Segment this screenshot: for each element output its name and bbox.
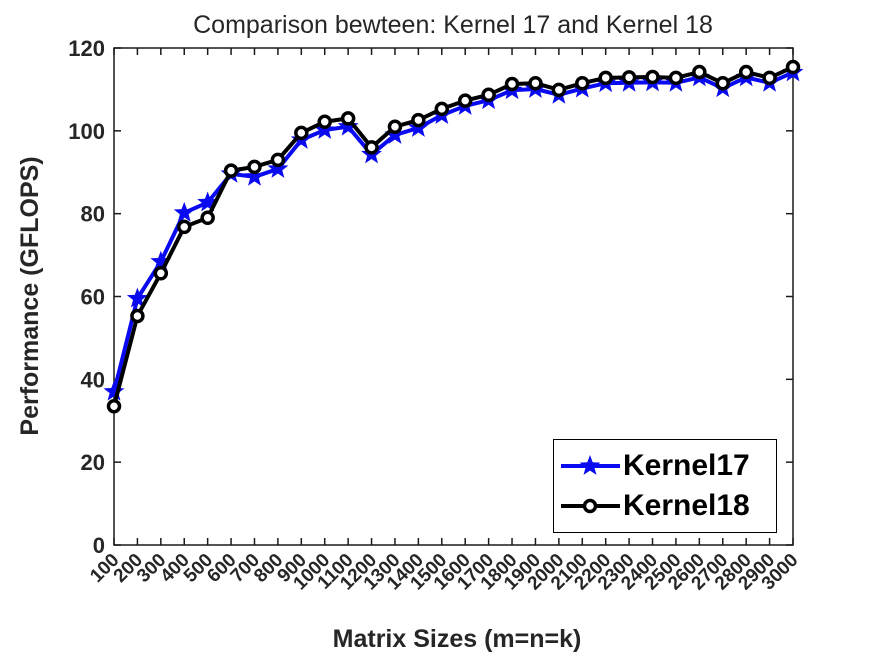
star-icon (579, 454, 601, 475)
kernel17-legend-label: Kernel17 (623, 448, 750, 482)
kernel18-circle-marker (387, 119, 403, 134)
y-tick-label: 80 (81, 202, 105, 227)
kernel17-star-marker (150, 250, 172, 271)
kernel18-circle-marker (645, 69, 660, 85)
kernel18-circle-marker (364, 140, 379, 155)
kernel18-circle-marker (294, 125, 309, 141)
kernel18-line (112, 65, 795, 409)
kernel18-circle-marker (504, 76, 520, 92)
kernel18-circle-marker (457, 93, 473, 108)
kernel18-circle-marker (738, 64, 754, 80)
kernel18-circle-marker (106, 399, 122, 414)
kernel18-circle-marker (621, 70, 637, 85)
y-tick-label: 0 (93, 533, 105, 558)
kernel18-circle-marker (434, 101, 450, 117)
plot-area: 1002003004005006007008009001000110012001… (68, 36, 804, 594)
x-axis-label: Matrix Sizes (m=n=k) (333, 625, 582, 653)
kernel18-circle-marker (153, 266, 169, 281)
y-tick-label: 20 (81, 450, 105, 475)
kernel18-circle-marker (785, 59, 801, 75)
kernel17-star-marker (173, 201, 195, 222)
kernel18-circle-marker (200, 210, 215, 226)
y-tick-label: 100 (68, 119, 105, 144)
kernel18-circle-marker (762, 70, 777, 86)
kernel17-line (112, 70, 795, 394)
kernel18-legend-line-sample (561, 499, 620, 514)
chart-title: Comparison bewteen: Kernel 17 and Kernel… (193, 11, 713, 39)
kernel18-circle-marker (715, 75, 731, 91)
kernel18-circle-marker (551, 82, 567, 98)
kernel18-circle-marker (270, 152, 286, 168)
kernel17-star-marker (126, 287, 148, 308)
kernel17-star-marker (244, 165, 265, 186)
kernel17-star-marker (267, 157, 289, 178)
kernel18-circle-marker (598, 70, 613, 86)
kernel18-circle-marker (340, 111, 356, 126)
kernel18-legend-label: Kernel18 (623, 489, 750, 523)
kernel17-star-marker (103, 380, 125, 401)
kernel18-circle-marker (176, 219, 192, 235)
kernel18-circle-marker (130, 308, 145, 324)
legend-item-kernel17: Kernel17 (554, 448, 776, 482)
kernel18-circle-marker (692, 64, 707, 80)
legend-item-kernel18: Kernel18 (554, 491, 776, 521)
kernel18-circle-marker (668, 70, 684, 86)
y-tick-label: 60 (81, 285, 105, 310)
kernel18-circle-marker (481, 87, 496, 103)
kernel17-star-marker (197, 191, 219, 212)
kernel18-circle-marker (317, 114, 332, 129)
legend: Kernel17 Kernel18 (553, 439, 777, 533)
kernel18-circle-marker (247, 159, 262, 175)
kernel18-circle-marker (575, 75, 590, 91)
kernel18-circle-marker (223, 163, 239, 178)
kernel18-circle-marker (528, 75, 543, 91)
y-tick-label: 120 (68, 36, 105, 61)
y-axis-label: Performance (GFLOPS) (16, 156, 44, 435)
circle-icon (582, 499, 598, 514)
kernel18-circle-marker (411, 112, 426, 128)
kernel17-legend-line-sample (561, 454, 620, 475)
y-tick-label: 40 (81, 367, 105, 392)
